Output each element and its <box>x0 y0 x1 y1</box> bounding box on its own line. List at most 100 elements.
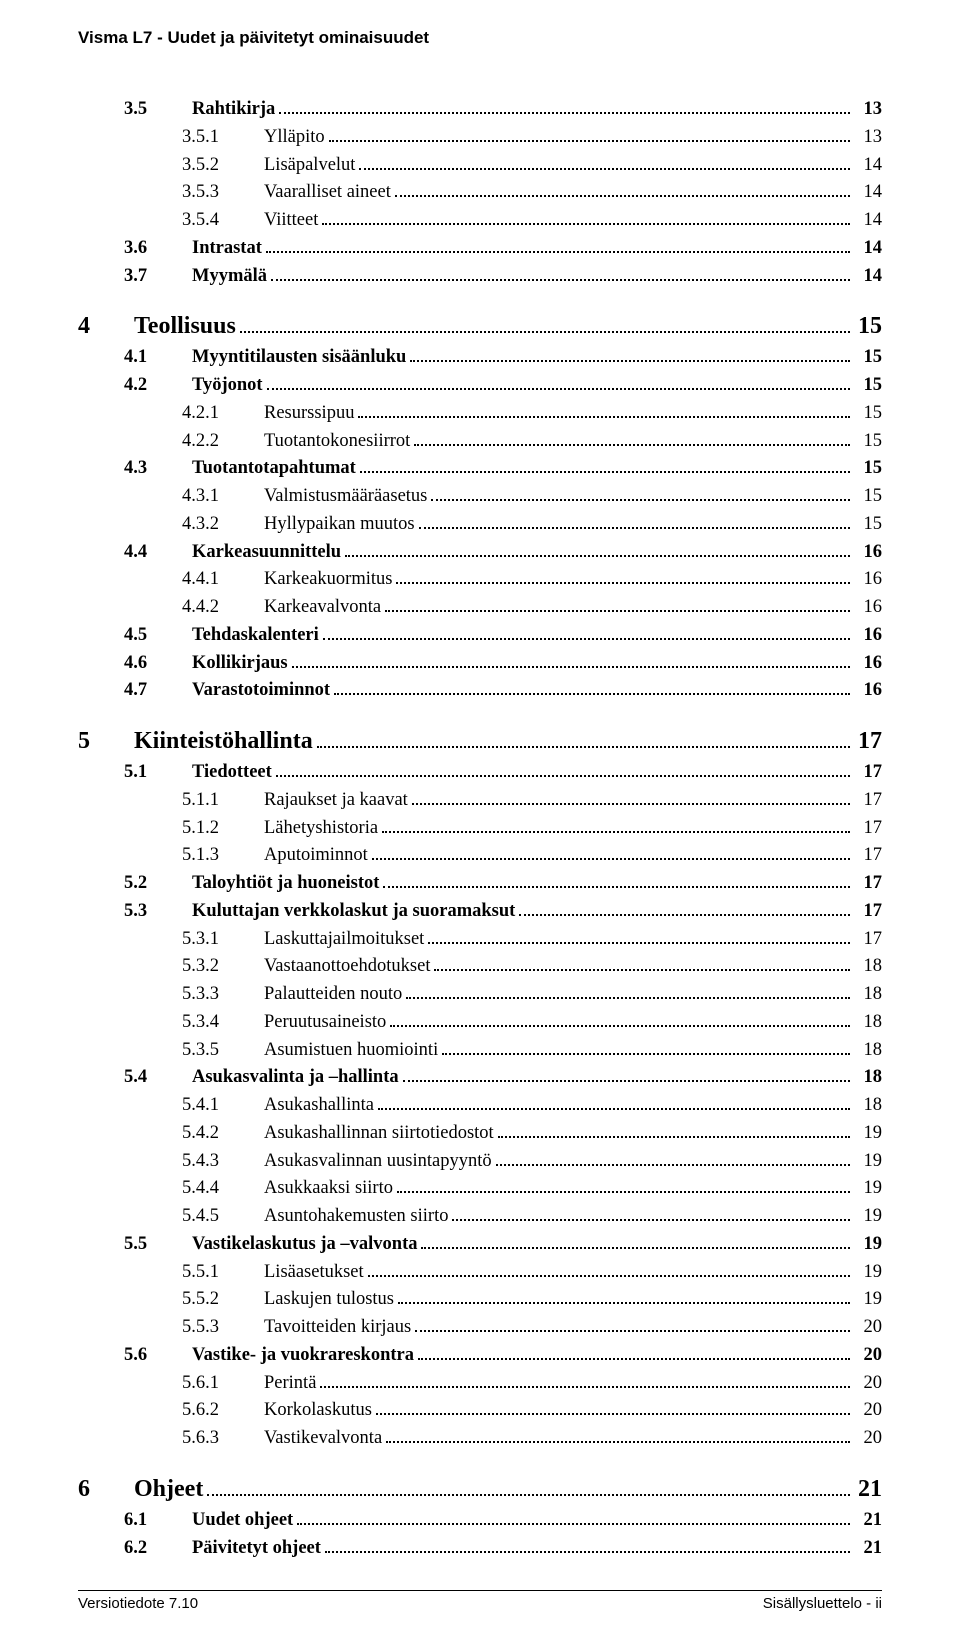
toc-entry[interactable]: 5.3.5Asumistuen huomiointi18 <box>78 1037 882 1065</box>
toc-number: 5.1.3 <box>182 842 264 870</box>
toc-page-number: 17 <box>854 898 882 926</box>
toc-entry[interactable]: 5.4.3Asukasvalinnan uusintapyyntö19 <box>78 1148 882 1176</box>
toc-entry[interactable]: 6.1Uudet ohjeet21 <box>78 1507 882 1535</box>
toc-leader-dots <box>382 818 850 833</box>
toc-entry[interactable]: 5.1Tiedotteet17 <box>78 759 882 787</box>
toc-entry[interactable]: 5.5.1Lisäasetukset19 <box>78 1259 882 1287</box>
toc-entry[interactable]: 5.5Vastikelaskutus ja –valvonta19 <box>78 1231 882 1259</box>
toc-entry[interactable]: 4.2Työjonot 15 <box>78 372 882 400</box>
toc-page-number: 16 <box>854 677 882 705</box>
toc-entry[interactable]: 5.1.1Rajaukset ja kaavat17 <box>78 787 882 815</box>
toc-entry[interactable]: 4.3Tuotantotapahtumat15 <box>78 455 882 483</box>
toc-title: Lisäpalvelut <box>264 152 355 180</box>
toc-page-number: 20 <box>854 1425 882 1453</box>
toc-page-number: 18 <box>854 1009 882 1037</box>
toc-entry[interactable]: 6Ohjeet21 <box>78 1471 882 1507</box>
toc-number: 4.2.1 <box>182 400 264 428</box>
toc-entry[interactable]: 4.2.1Resurssipuu15 <box>78 400 882 428</box>
toc-leader-dots <box>207 1477 850 1496</box>
toc-number: 4.6 <box>124 650 192 678</box>
toc-leader-dots <box>334 680 850 695</box>
toc-entry[interactable]: 3.5.1Ylläpito13 <box>78 124 882 152</box>
toc-entry[interactable]: 5.5.2Laskujen tulostus19 <box>78 1286 882 1314</box>
toc-title: Asukashallinta <box>264 1092 374 1120</box>
toc-entry[interactable]: 4.3.1Valmistusmääräasetus15 <box>78 483 882 511</box>
toc-page-number: 13 <box>854 124 882 152</box>
toc-entry[interactable]: 5Kiinteistöhallinta17 <box>78 723 882 759</box>
toc-leader-dots <box>383 873 850 888</box>
toc-entry[interactable]: 6.2Päivitetyt ohjeet21 <box>78 1535 882 1563</box>
toc-leader-dots <box>267 375 850 390</box>
toc-entry[interactable]: 5.1.2Lähetyshistoria17 <box>78 815 882 843</box>
toc-title: Vastike- ja vuokrareskontra <box>192 1342 414 1370</box>
toc-page-number: 17 <box>854 723 882 759</box>
toc-number: 5.4.1 <box>182 1092 264 1120</box>
toc-entry[interactable]: 5.3Kuluttajan verkkolaskut ja suoramaksu… <box>78 898 882 926</box>
toc-title: Kiinteistöhallinta <box>134 723 313 759</box>
toc-number: 5.1.1 <box>182 787 264 815</box>
page-footer: Versiotiedote 7.10 Sisällysluettelo - ii <box>78 1590 882 1612</box>
toc-entry[interactable]: 4.6Kollikirjaus16 <box>78 650 882 678</box>
toc-title: Kuluttajan verkkolaskut ja suoramaksut <box>192 898 515 926</box>
toc-page-number: 17 <box>854 815 882 843</box>
toc-title: Karkeakuormitus <box>264 566 392 594</box>
toc-page-number: 15 <box>854 344 882 372</box>
toc-entry[interactable]: 5.4Asukasvalinta ja –hallinta18 <box>78 1064 882 1092</box>
toc-number: 5.3.5 <box>182 1037 264 1065</box>
toc-entry[interactable]: 3.5.2Lisäpalvelut14 <box>78 152 882 180</box>
toc-entry[interactable]: 5.2Taloyhtiöt ja huoneistot17 <box>78 870 882 898</box>
toc-entry[interactable]: 4.5Tehdaskalenteri16 <box>78 622 882 650</box>
toc-leader-dots <box>498 1123 850 1138</box>
toc-entry[interactable]: 3.5.4Viitteet14 <box>78 207 882 235</box>
toc-title: Hyllypaikan muutos <box>264 511 415 539</box>
toc-page-number: 15 <box>854 372 882 400</box>
toc-title: Rajaukset ja kaavat <box>264 787 408 815</box>
toc-page-number: 18 <box>854 1092 882 1120</box>
toc-entry[interactable]: 4.3.2Hyllypaikan muutos15 <box>78 511 882 539</box>
toc-entry[interactable]: 4.4.2Karkeavalvonta16 <box>78 594 882 622</box>
toc-leader-dots <box>406 984 850 999</box>
toc-entry[interactable]: 5.4.5Asuntohakemusten siirto19 <box>78 1203 882 1231</box>
toc-number: 4.2 <box>124 372 192 400</box>
toc-leader-dots <box>322 210 850 225</box>
toc-entry[interactable]: 4Teollisuus15 <box>78 308 882 344</box>
toc-entry[interactable]: 3.6Intrastat14 <box>78 235 882 263</box>
toc-number: 4.4.2 <box>182 594 264 622</box>
toc-leader-dots <box>323 625 850 640</box>
toc-entry[interactable]: 5.4.2Asukashallinnan siirtotiedostot19 <box>78 1120 882 1148</box>
toc-entry[interactable]: 5.3.3Palautteiden nouto18 <box>78 981 882 1009</box>
toc-page-number: 18 <box>854 1064 882 1092</box>
toc-entry[interactable]: 5.3.1Laskuttajailmoitukset17 <box>78 926 882 954</box>
toc-entry[interactable]: 5.6.2Korkolaskutus20 <box>78 1397 882 1425</box>
toc-page-number: 15 <box>854 511 882 539</box>
toc-number: 3.5 <box>124 96 192 124</box>
toc-number: 3.5.4 <box>182 207 264 235</box>
toc-title: Varastotoiminnot <box>192 677 330 705</box>
toc-entry[interactable]: 5.4.4Asukkaaksi siirto19 <box>78 1175 882 1203</box>
toc-leader-dots <box>434 956 850 971</box>
toc-entry[interactable]: 5.3.2Vastaanottoehdotukset18 <box>78 953 882 981</box>
toc-entry[interactable]: 5.1.3Aputoiminnot17 <box>78 842 882 870</box>
toc-entry[interactable]: 5.3.4Peruutusaineisto18 <box>78 1009 882 1037</box>
toc-entry[interactable]: 5.6.3Vastikevalvonta20 <box>78 1425 882 1453</box>
toc-entry[interactable]: 5.6Vastike- ja vuokrareskontra20 <box>78 1342 882 1370</box>
toc-entry[interactable]: 3.7Myymälä14 <box>78 263 882 291</box>
toc-entry[interactable]: 4.2.2Tuotantokonesiirrot15 <box>78 428 882 456</box>
toc-leader-dots <box>421 1234 850 1249</box>
toc-entry[interactable]: 4.1Myyntitilausten sisäänluku15 <box>78 344 882 372</box>
toc-title: Työjonot <box>192 372 263 400</box>
toc-number: 5.4.4 <box>182 1175 264 1203</box>
toc-entry[interactable]: 5.5.3Tavoitteiden kirjaus20 <box>78 1314 882 1342</box>
toc-entry[interactable]: 5.6.1Perintä20 <box>78 1370 882 1398</box>
toc-entry[interactable]: 4.4.1Karkeakuormitus16 <box>78 566 882 594</box>
document-page: Visma L7 - Uudet ja päivitetyt ominaisuu… <box>0 0 960 1652</box>
toc-number: 5.3.4 <box>182 1009 264 1037</box>
toc-entry[interactable]: 4.4Karkeasuunnittelu16 <box>78 539 882 567</box>
toc-title: Valmistusmääräasetus <box>264 483 427 511</box>
toc-entry[interactable]: 3.5.3Vaaralliset aineet14 <box>78 179 882 207</box>
toc-number: 4.3 <box>124 455 192 483</box>
toc-entry[interactable]: 5.4.1Asukashallinta 18 <box>78 1092 882 1120</box>
toc-entry[interactable]: 3.5Rahtikirja13 <box>78 96 882 124</box>
toc-leader-dots <box>398 1289 850 1304</box>
toc-entry[interactable]: 4.7Varastotoiminnot16 <box>78 677 882 705</box>
